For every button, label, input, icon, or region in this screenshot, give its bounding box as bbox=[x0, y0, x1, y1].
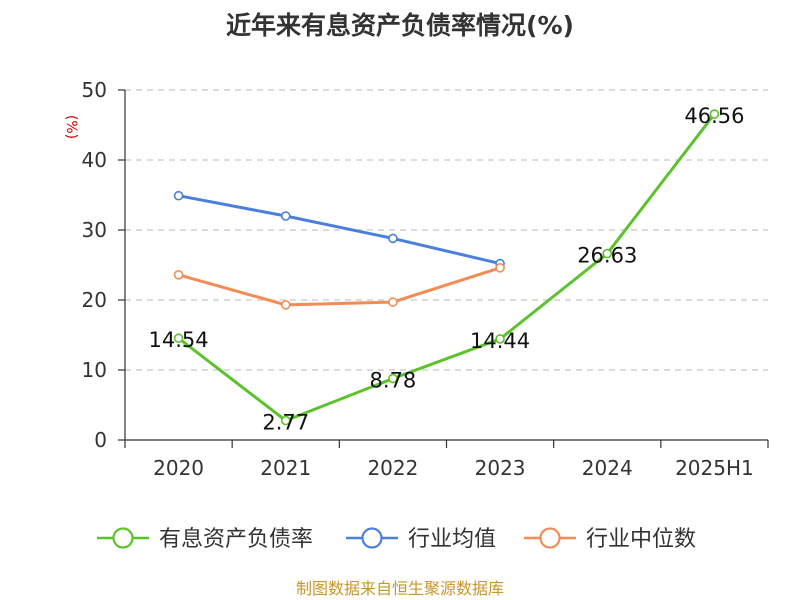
data-point[interactable] bbox=[388, 297, 398, 307]
data-point[interactable] bbox=[173, 333, 184, 344]
data-point[interactable] bbox=[602, 248, 613, 259]
source-note: 制图数据来自恒生聚源数据库 bbox=[296, 579, 504, 598]
series-line bbox=[177, 112, 716, 423]
data-point[interactable] bbox=[280, 415, 291, 426]
grid-lines bbox=[125, 89, 768, 371]
data-label: 26.63 bbox=[577, 244, 637, 268]
data-label: 46.56 bbox=[684, 104, 744, 128]
y-tick-label: 40 bbox=[82, 148, 107, 172]
x-tick-label: 2024 bbox=[582, 456, 633, 480]
series-lines bbox=[173, 109, 720, 426]
y-tick-label: 30 bbox=[82, 218, 107, 242]
legend-marker-icon bbox=[361, 527, 383, 549]
legend-label: 有息资产负债率 bbox=[159, 527, 313, 552]
legend-item-0[interactable]: 有息资产负债率 bbox=[97, 527, 313, 552]
data-label: 8.78 bbox=[370, 369, 417, 393]
data-point[interactable] bbox=[280, 300, 291, 310]
data-point[interactable] bbox=[495, 262, 505, 273]
chart-title: 近年来有息资产负债率情况(%) bbox=[226, 11, 574, 40]
series-0 bbox=[173, 109, 720, 426]
y-tick-label: 0 bbox=[94, 428, 107, 452]
x-tick-label: 2021 bbox=[260, 456, 311, 480]
y-axis-label: (%) bbox=[63, 115, 79, 139]
data-point[interactable] bbox=[388, 233, 398, 244]
data-point[interactable] bbox=[173, 190, 184, 201]
y-tick-label: 50 bbox=[82, 78, 107, 102]
data-point[interactable] bbox=[280, 211, 291, 221]
series-1 bbox=[173, 190, 505, 269]
legend-marker-icon bbox=[539, 527, 561, 549]
y-tick-label: 20 bbox=[82, 288, 107, 312]
series-2 bbox=[173, 262, 505, 310]
data-label: 14.54 bbox=[149, 328, 209, 352]
x-tick-label: 2020 bbox=[153, 456, 204, 480]
series-line bbox=[177, 194, 502, 266]
data-point[interactable] bbox=[173, 269, 184, 280]
data-label: 2.77 bbox=[262, 411, 309, 435]
legend-item-2[interactable]: 行业中位数 bbox=[524, 527, 696, 552]
data-label: 14.44 bbox=[470, 329, 530, 353]
data-point[interactable] bbox=[388, 373, 398, 384]
data-labels: 14.54 2.77 8.78 14.44 26.63 46.56 bbox=[149, 104, 745, 435]
x-tick-label: 2022 bbox=[367, 456, 418, 480]
legend-item-1[interactable]: 行业均值 bbox=[346, 527, 496, 552]
series-line bbox=[177, 266, 502, 307]
legend-label: 行业均值 bbox=[408, 527, 496, 552]
legend-marker-icon bbox=[112, 527, 134, 549]
legend[interactable]: 有息资产负债率 行业均值 行业中位数 bbox=[97, 527, 696, 552]
data-point[interactable] bbox=[495, 334, 505, 344]
x-tick-label: 2025H1 bbox=[675, 456, 754, 480]
data-point[interactable] bbox=[709, 109, 720, 119]
x-tick-label: 2023 bbox=[475, 456, 526, 480]
legend-label: 行业中位数 bbox=[586, 527, 696, 552]
y-tick-label: 10 bbox=[82, 358, 107, 382]
axes: 0 10 20 30 40 50 2020 2021 2022 2023 2024 2025H1 bbox=[82, 78, 769, 480]
